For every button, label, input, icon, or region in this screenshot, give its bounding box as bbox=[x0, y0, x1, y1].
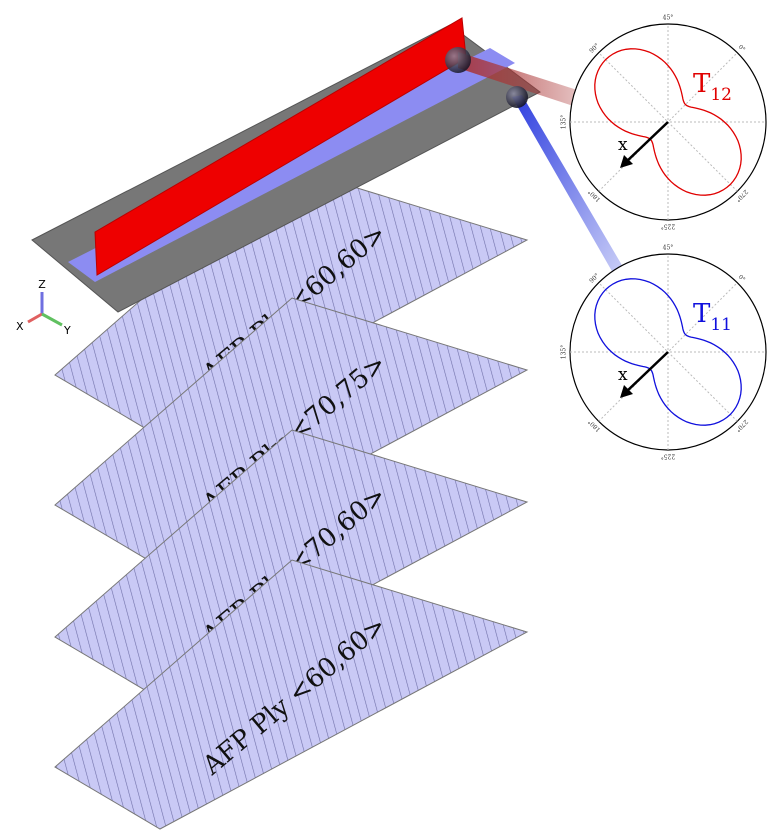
probe-point bbox=[506, 86, 528, 108]
angle-label: 45° bbox=[663, 15, 674, 22]
angle-label: 225° bbox=[661, 223, 675, 230]
symbol: T bbox=[693, 69, 711, 99]
angle-label: 45° bbox=[663, 245, 674, 252]
axis-triad: Z X Y bbox=[16, 278, 71, 337]
triad-x bbox=[28, 314, 42, 322]
probe-point bbox=[445, 47, 471, 73]
polar-plots: 45°0°90°135°180°225°270°xT1245°0°90°135°… bbox=[561, 15, 767, 460]
axis-label: x bbox=[618, 135, 628, 155]
subscript: 12 bbox=[710, 85, 732, 105]
subscript: 11 bbox=[710, 315, 732, 335]
angle-label: 225° bbox=[661, 453, 675, 460]
angle-label: 135° bbox=[561, 345, 568, 359]
symbol: T bbox=[693, 299, 711, 329]
triad-x-label: X bbox=[16, 320, 24, 333]
triad-z-label: Z bbox=[38, 278, 46, 291]
angle-label: 0° bbox=[737, 274, 747, 284]
triad-y bbox=[42, 314, 62, 325]
figure: AFP Ply <60,60>AFP Ply <70,75>AFP Ply <7… bbox=[0, 0, 767, 830]
angle-label: 135° bbox=[561, 115, 568, 129]
axis-label: x bbox=[618, 365, 628, 385]
angle-label: 0° bbox=[737, 44, 747, 54]
triad-y-label: Y bbox=[63, 324, 71, 337]
